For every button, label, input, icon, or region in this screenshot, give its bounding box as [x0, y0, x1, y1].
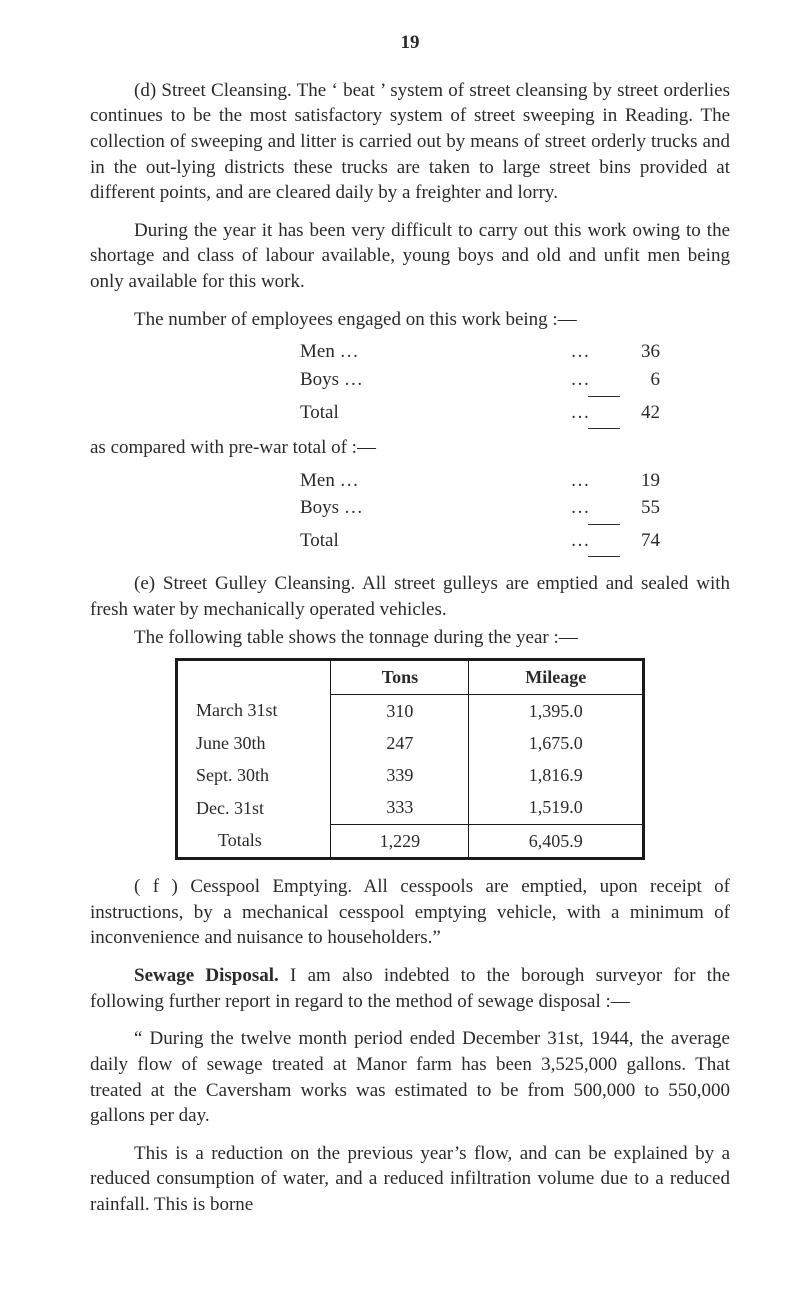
table-row: March 31st 310 1,395.0 [177, 694, 644, 727]
row-mileage: 1,675.0 [469, 727, 644, 759]
row-tons: 247 [331, 727, 469, 759]
row-boys-now: Boys … … 6 [90, 366, 730, 394]
val-men-now: 36 [600, 338, 660, 366]
dots: … [560, 338, 600, 366]
rule-line [588, 556, 620, 557]
col-tons: Tons [331, 660, 469, 694]
table-row: Sept. 30th 339 1,816.9 [177, 759, 644, 791]
totals-mileage: 6,405.9 [469, 824, 644, 858]
row-mileage: 1,519.0 [469, 791, 644, 824]
paragraph-e2: The following table shows the tonnage du… [90, 625, 730, 651]
compare-label: as compared with pre-war total of :— [90, 435, 730, 461]
employees-prewar-block: Men … … 19 Boys … … 55 Total … 74 [90, 467, 730, 558]
dots: … [560, 527, 600, 555]
dots: … [560, 399, 600, 427]
row-label: March 31st [177, 694, 331, 727]
label-men: Men … [90, 338, 560, 366]
row-boys-pre: Boys … … 55 [90, 494, 730, 522]
label-boys: Boys … [90, 366, 560, 394]
val-total-now: 42 [600, 399, 660, 427]
row-label: Sept. 30th [177, 759, 331, 791]
row-men-now: Men … … 36 [90, 338, 730, 366]
label-men: Men … [90, 467, 560, 495]
paragraph-sewage2: “ During the twelve month period ended D… [90, 1026, 730, 1129]
col-mileage: Mileage [469, 660, 644, 694]
row-tons: 339 [331, 759, 469, 791]
row-tons: 333 [331, 791, 469, 824]
paragraph-f: ( f ) Cesspool Emptying. All cesspools a… [90, 874, 730, 951]
paragraph-sewage3: This is a reduction on the previous year… [90, 1141, 730, 1218]
sewage-heading: Sewage Disposal. [134, 965, 279, 986]
table-row: Dec. 31st 333 1,519.0 [177, 791, 644, 824]
row-men-pre: Men … … 19 [90, 467, 730, 495]
label-boys: Boys … [90, 494, 560, 522]
row-total-now: Total … 42 [90, 399, 730, 427]
paragraph-d2: During the year it has been very difficu… [90, 218, 730, 295]
val-total-pre: 74 [600, 527, 660, 555]
rule-line [588, 428, 620, 429]
row-total-pre: Total … 74 [90, 527, 730, 555]
paragraph-sewage: Sewage Disposal. I am also indebted to t… [90, 963, 730, 1014]
table-row: June 30th 247 1,675.0 [177, 727, 644, 759]
paragraph-d3: The number of employees engaged on this … [90, 307, 730, 333]
document-page: 19 (d) Street Cleansing. The ‘ beat ’ sy… [0, 0, 800, 1295]
label-total: Total [90, 527, 560, 555]
rule-line [588, 524, 620, 525]
paragraph-e: (e) Street Gulley Cleansing. All street … [90, 571, 730, 622]
row-mileage: 1,816.9 [469, 759, 644, 791]
val-boys-now: 6 [600, 366, 660, 394]
row-tons: 310 [331, 694, 469, 727]
row-mileage: 1,395.0 [469, 694, 644, 727]
totals-tons: 1,229 [331, 824, 469, 858]
val-boys-pre: 55 [600, 494, 660, 522]
dots: … [560, 366, 600, 394]
val-men-pre: 19 [600, 467, 660, 495]
table-totals-row: Totals 1,229 6,405.9 [177, 824, 644, 858]
page-number: 19 [90, 30, 730, 56]
dots: … [560, 494, 600, 522]
dots: … [560, 467, 600, 495]
row-label: Dec. 31st [177, 791, 331, 824]
totals-label: Totals [177, 824, 331, 858]
employees-current-block: Men … … 36 Boys … … 6 Total … 42 [90, 338, 730, 429]
paragraph-d: (d) Street Cleansing. The ‘ beat ’ syste… [90, 78, 730, 206]
rule-line [588, 396, 620, 397]
label-total: Total [90, 399, 560, 427]
row-label: June 30th [177, 727, 331, 759]
tonnage-table: Tons Mileage March 31st 310 1,395.0 June… [175, 658, 645, 860]
